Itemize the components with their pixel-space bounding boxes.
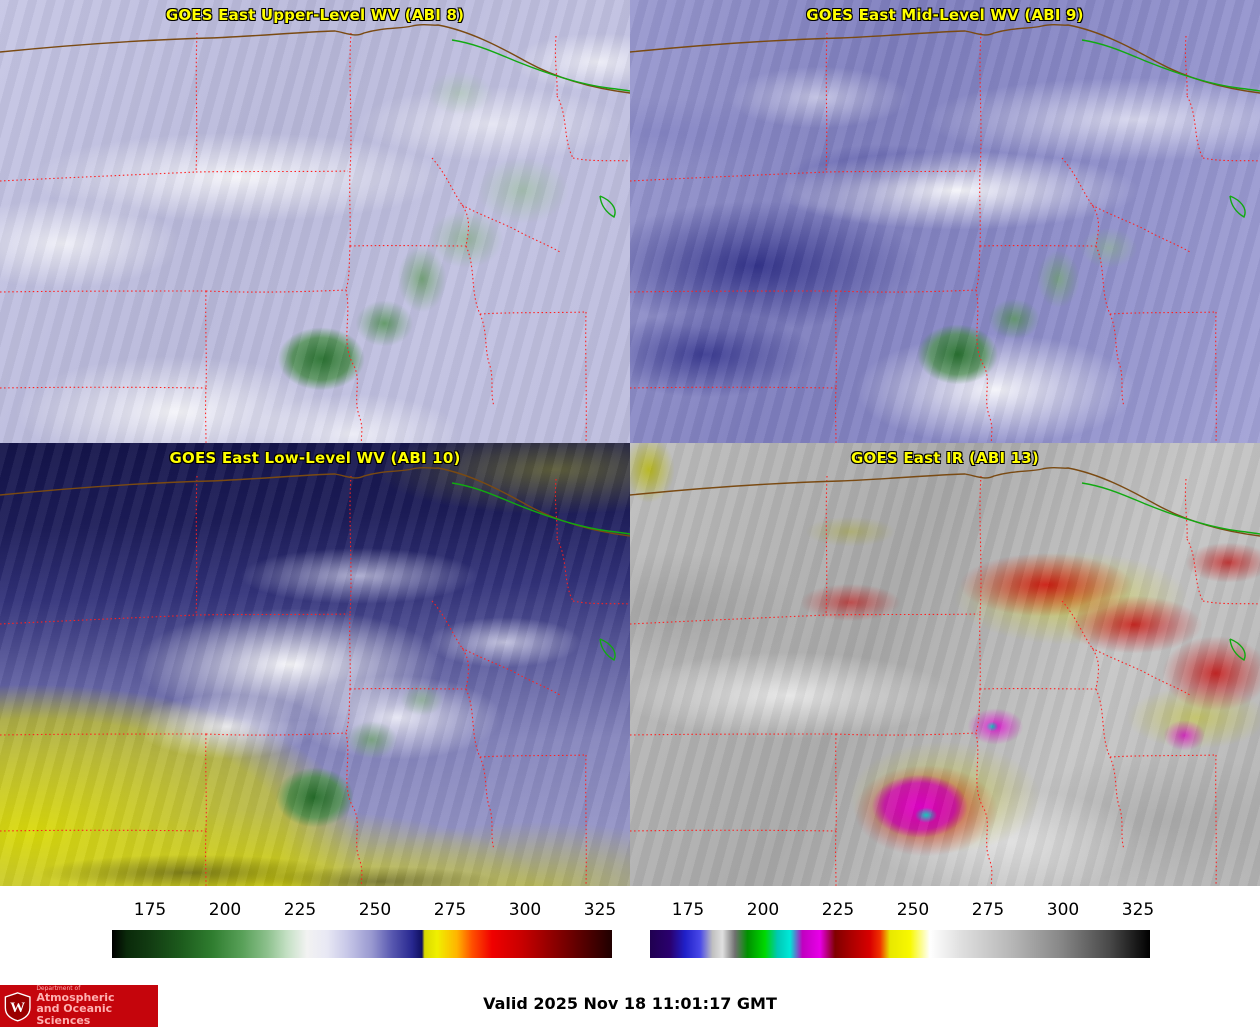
crest-letter: W [10,999,25,1015]
state-boundaries-overlay [0,0,630,443]
state-boundaries-overlay [0,443,630,886]
logo-name-line2: and Oceanic Sciences [36,1002,113,1027]
satellite-image-abi9 [630,0,1260,443]
logo-dept-line: Department of [36,984,81,992]
wv-colorbar-group: 175 200 225 250 275 300 325 [112,900,616,958]
tick-label: 200 [746,900,780,920]
satellite-image-abi10 [0,443,630,886]
panel-title-abi10: GOES East Low-Level WV (ABI 10) [169,449,461,467]
state-boundaries-overlay [630,443,1260,886]
wv-colorbar-gradient [112,930,612,958]
state-boundaries-overlay [630,0,1260,443]
ir-colorbar-ticks: 175 200 225 250 275 300 325 [650,900,1154,924]
panel-ir: GOES East IR (ABI 13) [630,443,1260,886]
tick-label: 300 [1046,900,1080,920]
valid-time-label: Valid 2025 Nov 18 11:01:17 GMT [483,994,777,1013]
satellite-image-abi13 [630,443,1260,886]
panel-low-level-wv: GOES East Low-Level WV (ABI 10) [0,443,630,886]
tick-label: 225 [283,900,317,920]
tick-label: 175 [671,900,705,920]
panel-upper-level-wv: GOES East Upper-Level WV (ABI 8) [0,0,630,443]
panel-title-abi9: GOES East Mid-Level WV (ABI 9) [806,6,1084,24]
colorbar-section: 175 200 225 250 275 300 325 175 200 225 … [0,886,1260,985]
tick-label: 275 [433,900,467,920]
tick-label: 225 [821,900,855,920]
footer: W Department of Atmospheric and Oceanic … [0,985,1260,1027]
wv-colorbar-ticks: 175 200 225 250 275 300 325 [112,900,616,924]
tick-label: 325 [1121,900,1155,920]
uw-crest-icon: W [4,991,31,1022]
tick-label: 325 [583,900,617,920]
satellite-image-abi8 [0,0,630,443]
imagery-grid: GOES East Upper-Level WV (ABI 8) GOES Ea… [0,0,1260,886]
ir-colorbar-gradient [650,930,1150,958]
logo-name-line1: Atmospheric [36,990,115,1004]
tick-label: 175 [133,900,167,920]
ir-colorbar-group: 175 200 225 250 275 300 325 [650,900,1154,958]
panel-mid-level-wv: GOES East Mid-Level WV (ABI 9) [630,0,1260,443]
tick-label: 200 [208,900,242,920]
tick-label: 300 [508,900,542,920]
tick-label: 275 [971,900,1005,920]
logo-text: Department of Atmospheric and Oceanic Sc… [36,984,158,1027]
panel-title-abi13: GOES East IR (ABI 13) [850,449,1039,467]
panel-title-abi8: GOES East Upper-Level WV (ABI 8) [165,6,465,24]
tick-label: 250 [896,900,930,920]
uw-aos-logo: W Department of Atmospheric and Oceanic … [0,985,158,1027]
tick-label: 250 [358,900,392,920]
